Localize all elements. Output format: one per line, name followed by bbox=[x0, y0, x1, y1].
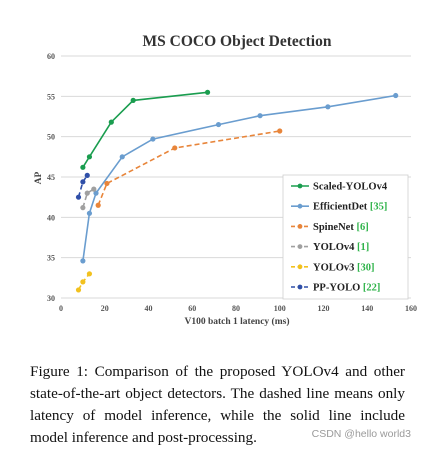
legend-marker bbox=[297, 183, 303, 189]
x-tick-label: 60 bbox=[188, 304, 196, 313]
data-point bbox=[277, 128, 283, 134]
x-tick-label: 120 bbox=[318, 304, 330, 313]
data-point bbox=[204, 89, 211, 95]
legend-label: YOLOv3 [30] bbox=[313, 262, 375, 273]
y-tick-label: 55 bbox=[47, 92, 55, 101]
data-point bbox=[75, 194, 82, 200]
y-tick-label: 40 bbox=[47, 213, 55, 222]
tick-labels: 30 35 40 45 50 55 60 0 20 40 60 80 100 120 140 160 bbox=[47, 52, 417, 313]
chart: MS COCO Object Detection 30 35 40 45 50 55 60 0… bbox=[34, 33, 417, 327]
legend-marker bbox=[297, 264, 303, 270]
data-point bbox=[130, 97, 136, 103]
figure-caption: Figure 1: Comparison of the proposed YOL… bbox=[30, 363, 405, 446]
x-tick-label: 40 bbox=[145, 304, 153, 313]
y-axis-label: AP bbox=[34, 171, 44, 184]
data-point bbox=[393, 92, 399, 99]
x-tick-label: 100 bbox=[274, 304, 286, 313]
legend-marker bbox=[297, 244, 303, 250]
x-tick-label: 0 bbox=[59, 304, 63, 313]
data-point bbox=[91, 186, 97, 192]
data-point bbox=[150, 136, 156, 142]
data-point bbox=[86, 271, 93, 277]
data-point bbox=[108, 119, 114, 125]
data-point bbox=[119, 154, 125, 160]
data-point bbox=[172, 145, 178, 151]
series-line bbox=[82, 91, 208, 168]
legend-label: PP-YOLO [22] bbox=[313, 283, 380, 294]
data-point bbox=[104, 180, 110, 187]
data-point bbox=[80, 179, 86, 185]
legend-label: EfficientDet [35] bbox=[313, 202, 387, 213]
legend: Scaled-YOLOv4 EfficientDet [35] SpineNet [… bbox=[282, 174, 409, 300]
y-tick-label: 30 bbox=[47, 294, 55, 303]
x-axis-label: V100 batch 1 latency (ms) bbox=[184, 316, 289, 327]
data-point bbox=[95, 202, 101, 208]
data-point bbox=[93, 190, 99, 196]
data-point bbox=[80, 279, 86, 285]
data-point bbox=[215, 121, 222, 128]
grid-lines bbox=[61, 55, 411, 299]
data-point bbox=[84, 172, 90, 178]
y-tick-label: 35 bbox=[47, 254, 55, 263]
x-tick-label: 80 bbox=[232, 304, 240, 313]
data-point bbox=[86, 154, 93, 160]
data-point bbox=[86, 210, 93, 216]
data-point bbox=[75, 287, 82, 293]
x-tick-label: 140 bbox=[361, 304, 373, 313]
y-tick-label: 50 bbox=[47, 133, 55, 142]
y-tick-label: 60 bbox=[47, 52, 55, 61]
legend-marker bbox=[297, 224, 303, 229]
legend-label: YOLOv4 [1] bbox=[313, 242, 369, 253]
series-line bbox=[97, 130, 280, 206]
x-tick-label: 20 bbox=[101, 304, 109, 313]
watermark: CSDN @hello world3 bbox=[311, 428, 411, 440]
legend-label: SpineNet [6] bbox=[313, 222, 369, 233]
data-point bbox=[84, 190, 90, 196]
legend-box bbox=[282, 174, 409, 300]
data-point bbox=[80, 164, 86, 170]
legend-marker bbox=[297, 284, 303, 290]
series-layer bbox=[75, 89, 399, 293]
legend-label: Scaled-YOLOv4 bbox=[313, 182, 388, 193]
x-tick-label: 160 bbox=[405, 304, 417, 313]
legend-marker bbox=[297, 203, 303, 209]
y-tick-label: 45 bbox=[47, 173, 55, 182]
data-point bbox=[80, 258, 86, 264]
data-point bbox=[325, 104, 331, 110]
data-point bbox=[80, 205, 86, 211]
chart-title: MS COCO Object Detection bbox=[143, 33, 332, 50]
data-point bbox=[257, 113, 263, 119]
